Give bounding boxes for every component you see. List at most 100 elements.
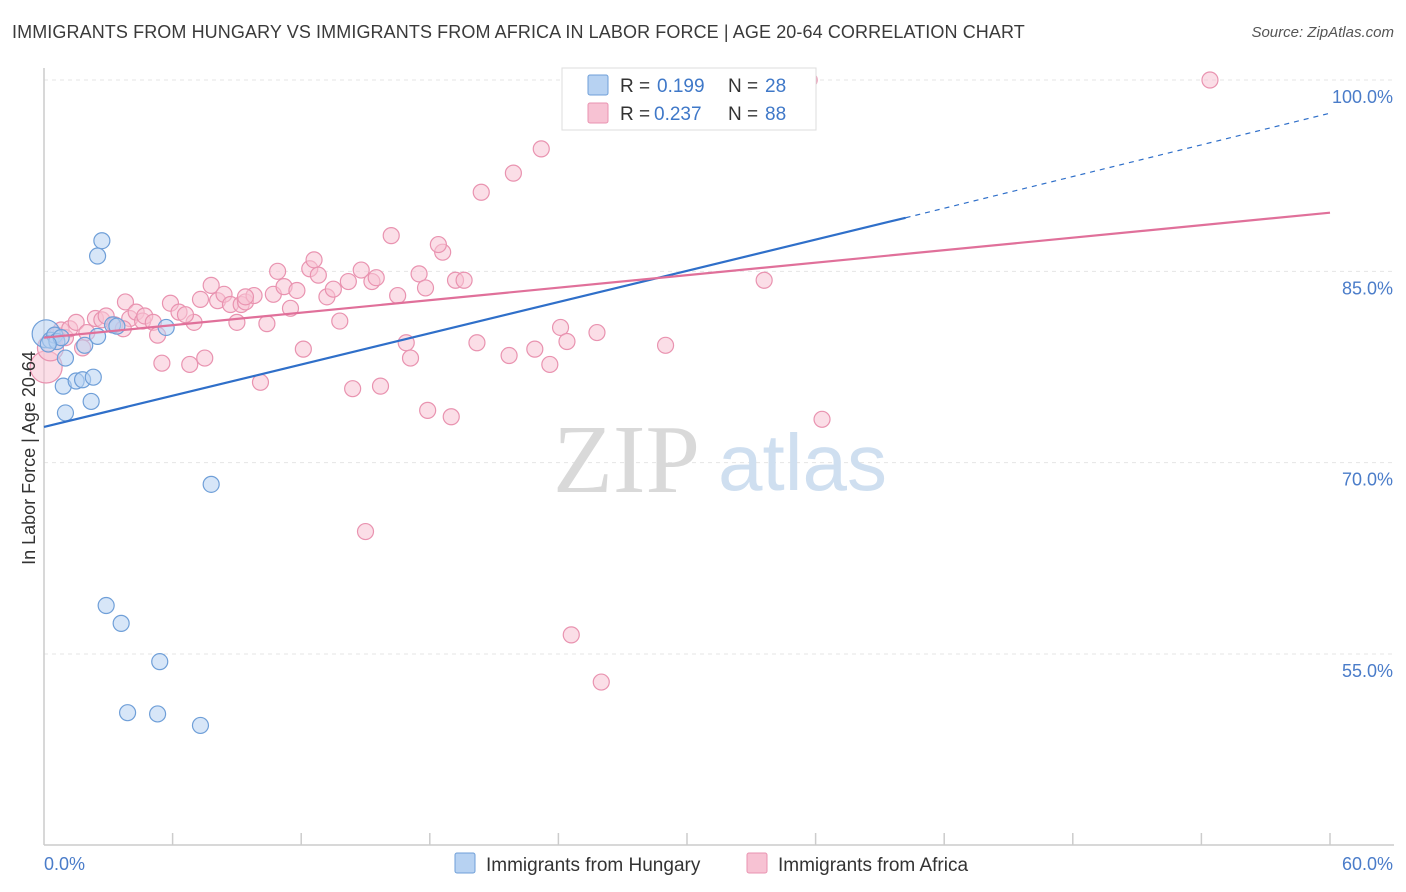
source-credit: Source: ZipAtlas.com [1251, 24, 1394, 41]
legend-label-africa: Immigrants from Africa [778, 855, 968, 876]
africa-point [562, 626, 580, 644]
africa-point [416, 279, 435, 297]
africa-n-value: 88 [765, 104, 786, 125]
y-tick-label: 70.0% [1342, 470, 1393, 490]
grid-lines [44, 79, 1394, 655]
hungary-point [118, 704, 137, 722]
africa-point [309, 266, 327, 284]
africa-point [588, 323, 606, 342]
watermark-atlas: atlas [718, 418, 887, 507]
hungary-point [97, 596, 115, 615]
africa-point [500, 346, 518, 365]
africa-point [656, 336, 675, 354]
africa-point [196, 349, 214, 367]
africa-point [371, 377, 390, 395]
africa-point [356, 522, 375, 541]
africa-points [29, 71, 1219, 691]
legend-label-hungary: Immigrants from Hungary [486, 855, 701, 876]
hungary-point [151, 653, 169, 671]
hungary-legend-swatch [587, 74, 609, 96]
africa-point [410, 265, 428, 283]
africa-point [258, 315, 276, 333]
series-legend: Immigrants from Hungary Immigrants from … [454, 852, 968, 876]
africa-point [181, 355, 199, 374]
africa-point [352, 261, 370, 279]
y-tick-label: 55.0% [1342, 661, 1393, 681]
y-tick-label: 85.0% [1342, 278, 1393, 298]
africa-point [176, 306, 195, 324]
africa-point [504, 164, 522, 182]
africa-point [367, 269, 385, 287]
africa-point [401, 349, 420, 367]
africa-r-value: 0.237 [654, 104, 702, 125]
hungary-point [76, 336, 94, 354]
africa-point [236, 288, 255, 306]
hungary-point [93, 232, 111, 250]
y-tick-label: 100.0% [1332, 87, 1393, 107]
hungary-trend-extension [905, 112, 1331, 219]
africa-point [344, 380, 362, 398]
africa-n-label: N = [728, 104, 758, 125]
africa-point [339, 272, 357, 291]
africa-point [382, 227, 400, 245]
hungary-point [39, 335, 57, 353]
hungary-point [56, 349, 75, 367]
x-axis-ticks [171, 833, 1331, 845]
hungary-r-value: 0.199 [657, 76, 705, 97]
trend-lines [43, 112, 1331, 429]
hungary-r-label: R = [620, 76, 650, 97]
y-tick-labels: 55.0% 70.0% 85.0% 100.0% [1332, 87, 1393, 681]
hungary-point [56, 404, 75, 422]
africa-point [541, 355, 559, 374]
africa-point [202, 276, 220, 294]
hungary-point [88, 247, 107, 265]
hungary-trend-line [43, 216, 906, 429]
africa-point [429, 235, 447, 254]
africa-point [755, 271, 773, 289]
hungary-point [157, 318, 175, 337]
africa-point [442, 408, 460, 426]
africa-point [558, 332, 576, 351]
africa-point [455, 271, 473, 289]
y-axis-title: In Labor Force | Age 20-64 [19, 351, 39, 565]
africa-point [269, 262, 287, 280]
africa-point [331, 312, 349, 330]
hungary-n-value: 28 [765, 76, 786, 97]
hungary-point [84, 368, 102, 386]
africa-point [1201, 71, 1219, 89]
legend-swatch-africa [746, 852, 768, 874]
africa-point [389, 286, 407, 305]
chart-title: IMMIGRANTS FROM HUNGARY VS IMMIGRANTS FR… [12, 22, 1025, 42]
africa-point [116, 293, 135, 311]
africa-r-label: R = [620, 104, 650, 125]
watermark-zip: ZIP [553, 406, 700, 514]
africa-point [305, 251, 323, 269]
africa-point [191, 290, 210, 308]
hungary-n-label: N = [728, 76, 758, 97]
africa-point [67, 313, 85, 331]
africa-point [472, 183, 490, 201]
africa-point [419, 401, 437, 419]
africa-trend-line [43, 211, 1331, 339]
stats-legend: R = 0.199 N = 28 R = 0.237 N = 88 [561, 67, 817, 131]
africa-point [468, 334, 486, 352]
africa-point [294, 340, 312, 358]
africa-point [228, 313, 246, 331]
legend-swatch-hungary [454, 852, 476, 874]
africa-point [324, 280, 342, 298]
africa-point [288, 281, 306, 300]
hungary-point [202, 475, 220, 493]
hungary-point [112, 614, 130, 632]
africa-point [153, 354, 171, 372]
x-tick-label-min: 0.0% [44, 854, 85, 874]
x-tick-label-max: 60.0% [1342, 854, 1393, 874]
africa-point [592, 673, 610, 691]
hungary-point [82, 392, 100, 411]
hungary-points [31, 71, 748, 735]
africa-legend-swatch [587, 102, 609, 124]
africa-point [813, 410, 831, 428]
africa-point [551, 318, 570, 337]
hungary-point [191, 716, 210, 735]
hungary-point [88, 327, 107, 345]
